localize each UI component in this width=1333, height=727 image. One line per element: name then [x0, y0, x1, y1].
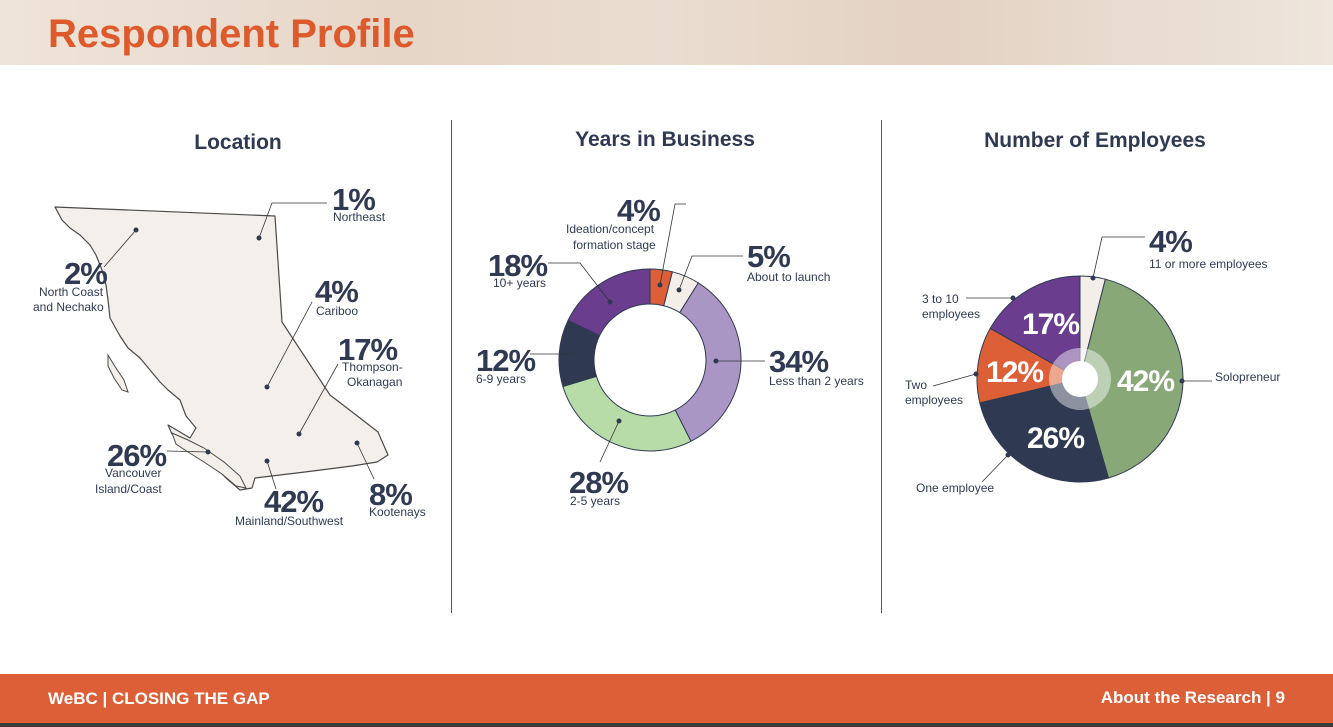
label-northcoast-2: and Nechako — [33, 300, 104, 314]
employees-slice-4 — [989, 275, 1081, 380]
label-two-1: Two — [905, 378, 928, 392]
pct-10plus: 18% — [488, 248, 548, 283]
dot-11plus — [1090, 275, 1096, 281]
label-ideation-2: formation stage — [573, 238, 656, 252]
dot-northeast — [256, 235, 262, 241]
pct-mainland: 42% — [264, 484, 324, 519]
header-banner: Respondent Profile — [0, 0, 1333, 65]
leader-northeast — [258, 202, 327, 239]
leader-two — [932, 373, 977, 387]
dot-ideation — [657, 282, 663, 288]
dot-thompson — [296, 431, 302, 437]
employees-slice-1 — [1079, 278, 1184, 479]
footer-bar: WeBC | CLOSING THE GAP About the Researc… — [0, 674, 1333, 723]
leader-mainland — [266, 460, 277, 490]
dot-one — [1005, 452, 1011, 458]
label-two-2: employees — [905, 393, 964, 407]
dot-vancouver — [205, 449, 211, 455]
pct-2to5: 28% — [569, 465, 629, 500]
years-title: Years in Business — [575, 128, 755, 151]
label-launch: About to launch — [747, 270, 831, 284]
label-thompson-2: Okanagan — [347, 375, 403, 389]
leader-thompson — [298, 363, 339, 435]
divider-left — [451, 120, 452, 613]
dot-3to10 — [1010, 295, 1016, 301]
leader-vancouver — [166, 450, 209, 453]
divider-right — [881, 120, 882, 613]
pct-kootenays: 8% — [369, 477, 413, 512]
bc-map-shape — [54, 206, 389, 491]
pct-thompson: 17% — [338, 332, 398, 367]
vancouver-island-shape — [171, 432, 247, 489]
employees-slice-2 — [979, 378, 1110, 483]
label-vancouver-1: Vancouver — [105, 466, 162, 480]
dot-10plus — [607, 299, 613, 305]
label-northeast: Northeast — [333, 210, 386, 224]
label-11plus: 11 or more employees — [1149, 257, 1268, 271]
label-10plus: 10+ years — [493, 276, 547, 290]
label-one: One employee — [916, 481, 995, 495]
years-slice-2 — [674, 282, 742, 442]
pct-northcoast: 2% — [64, 256, 108, 291]
label-kootenays: Kootenays — [369, 505, 426, 519]
leader-2to5 — [599, 420, 620, 463]
dot-two — [973, 371, 979, 377]
pct-6to9: 12% — [476, 343, 536, 378]
label-mainland: Mainland/Southwest — [235, 514, 344, 528]
dot-launch — [676, 287, 682, 293]
dot-6to9 — [572, 351, 578, 357]
footer-page: About the Research | 9 — [1100, 688, 1285, 707]
label-ideation-1: Ideation/concept — [566, 222, 655, 236]
pct-solo: 42% — [1117, 365, 1175, 398]
dot-2to5 — [616, 418, 622, 424]
years-slice-3 — [562, 375, 692, 452]
leader-northcoast — [103, 229, 137, 268]
pct-lt2: 34% — [769, 344, 829, 379]
location-title: Location — [194, 131, 282, 154]
label-3to10-2: employees — [922, 307, 981, 321]
dot-lt2 — [713, 358, 719, 364]
leader-kootenays — [356, 442, 375, 480]
dot-mainland — [264, 458, 270, 464]
dot-cariboo — [264, 384, 270, 390]
pct-two: 12% — [986, 356, 1044, 389]
label-cariboo: Cariboo — [316, 304, 359, 318]
leader-ideation — [659, 203, 686, 286]
dot-solo — [1179, 378, 1185, 384]
leader-one — [981, 454, 1009, 483]
haida-gwaii-shape — [107, 353, 129, 393]
page-title: Respondent Profile — [48, 12, 415, 56]
leader-cariboo — [266, 301, 313, 388]
employees-center-hub — [1062, 361, 1098, 397]
label-lt2: Less than 2 years — [769, 374, 864, 388]
label-6to9: 6-9 years — [476, 372, 527, 386]
pct-ideation: 4% — [617, 193, 661, 228]
pct-one: 26% — [1027, 422, 1085, 455]
pct-11plus: 4% — [1149, 224, 1193, 259]
pct-launch: 5% — [747, 239, 791, 274]
employees-title: Number of Employees — [984, 129, 1206, 152]
label-thompson-1: Thompson- — [342, 360, 403, 374]
employees-slice-3 — [976, 327, 1082, 404]
footer-edge — [0, 723, 1333, 727]
pct-cariboo: 4% — [315, 274, 359, 309]
dot-northcoast — [133, 227, 139, 233]
pct-northeast: 1% — [332, 182, 376, 217]
pct-vancouver: 26% — [107, 438, 167, 473]
leader-launch — [678, 255, 743, 291]
label-northcoast-1: North Coast — [39, 285, 104, 299]
leader-11plus — [1092, 236, 1145, 279]
label-3to10-1: 3 to 10 — [922, 292, 959, 306]
dot-kootenays — [354, 440, 360, 446]
label-solo: Solopreneur — [1215, 370, 1281, 384]
label-2to5: 2-5 years — [570, 494, 621, 508]
pct-3to10: 17% — [1022, 308, 1080, 341]
leader-10plus — [548, 262, 611, 303]
footer-brand: WeBC | CLOSING THE GAP — [48, 689, 270, 708]
label-vancouver-2: Island/Coast — [95, 482, 162, 496]
